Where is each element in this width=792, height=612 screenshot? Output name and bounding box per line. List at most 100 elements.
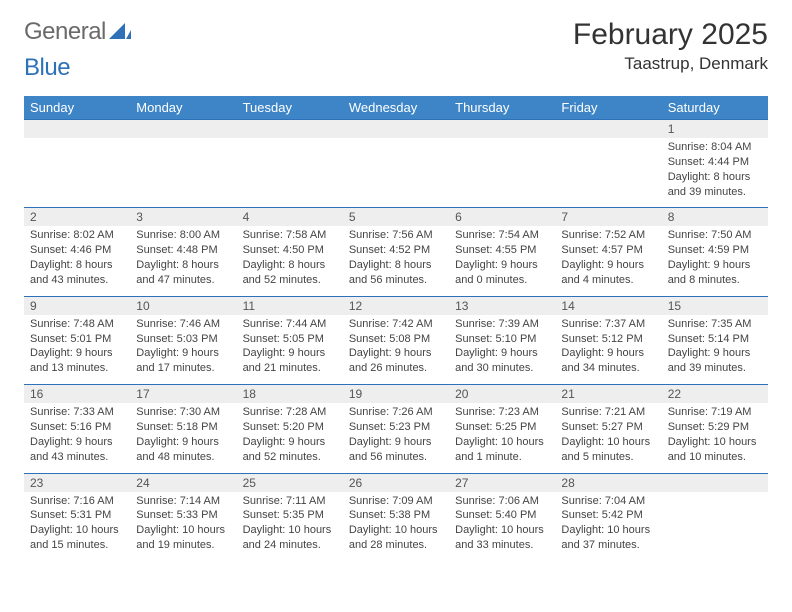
day-info-line: Sunrise: 7:28 AM xyxy=(243,406,327,418)
day-number-cell: 22 xyxy=(662,385,768,404)
day-info-line: and 15 minutes. xyxy=(30,539,108,551)
day-number-cell: 5 xyxy=(343,208,449,227)
day-info-cell: Sunrise: 8:02 AMSunset: 4:46 PMDaylight:… xyxy=(24,226,130,296)
location-label: Taastrup, Denmark xyxy=(573,54,768,74)
day-info-line: Sunset: 5:10 PM xyxy=(455,333,536,345)
day-info-line: Sunset: 5:18 PM xyxy=(136,421,217,433)
weekday-header: Thursday xyxy=(449,96,555,120)
day-info-line: Sunrise: 7:56 AM xyxy=(349,229,433,241)
day-info-line: and 43 minutes. xyxy=(30,451,108,463)
day-info-line: Daylight: 9 hours xyxy=(349,347,432,359)
day-info-cell: Sunrise: 8:00 AMSunset: 4:48 PMDaylight:… xyxy=(130,226,236,296)
week-daynum-row: 232425262728 xyxy=(24,473,768,492)
title-block: February 2025 Taastrup, Denmark xyxy=(573,18,768,74)
day-info-line: Sunset: 4:57 PM xyxy=(561,244,642,256)
day-number-cell xyxy=(130,120,236,139)
day-info-line: Sunset: 4:59 PM xyxy=(668,244,749,256)
day-info-line: Daylight: 10 hours xyxy=(243,524,332,536)
day-info-line: Sunrise: 7:23 AM xyxy=(455,406,539,418)
day-number-cell xyxy=(555,120,661,139)
day-info-line: and 47 minutes. xyxy=(136,274,214,286)
day-info-line: Sunset: 5:31 PM xyxy=(30,509,111,521)
day-info-cell: Sunrise: 7:06 AMSunset: 5:40 PMDaylight:… xyxy=(449,492,555,561)
day-info-line: Sunset: 5:03 PM xyxy=(136,333,217,345)
day-info-line: Sunrise: 7:35 AM xyxy=(668,318,752,330)
day-info-line: Daylight: 9 hours xyxy=(136,347,219,359)
day-info-line: and 28 minutes. xyxy=(349,539,427,551)
week-info-row: Sunrise: 7:48 AMSunset: 5:01 PMDaylight:… xyxy=(24,315,768,385)
day-info-cell: Sunrise: 7:23 AMSunset: 5:25 PMDaylight:… xyxy=(449,403,555,473)
day-info-line: Sunrise: 7:26 AM xyxy=(349,406,433,418)
day-info-line: Daylight: 8 hours xyxy=(243,259,326,271)
day-info-line: and 52 minutes. xyxy=(243,274,321,286)
day-info-line: Sunrise: 7:48 AM xyxy=(30,318,114,330)
weekday-header: Saturday xyxy=(662,96,768,120)
day-info-line: Sunset: 5:38 PM xyxy=(349,509,430,521)
day-number-cell: 2 xyxy=(24,208,130,227)
weekday-header: Friday xyxy=(555,96,661,120)
day-info-line: Daylight: 9 hours xyxy=(455,347,538,359)
day-info-line: Daylight: 9 hours xyxy=(668,259,751,271)
day-info-line: Daylight: 9 hours xyxy=(349,436,432,448)
day-number-cell xyxy=(449,120,555,139)
weekday-header: Monday xyxy=(130,96,236,120)
day-info-cell xyxy=(662,492,768,561)
day-info-line: Sunrise: 7:06 AM xyxy=(455,495,539,507)
day-info-cell xyxy=(449,138,555,208)
day-info-line: Daylight: 10 hours xyxy=(136,524,225,536)
day-number-cell: 20 xyxy=(449,385,555,404)
day-info-line: Sunrise: 7:54 AM xyxy=(455,229,539,241)
day-info-cell: Sunrise: 7:26 AMSunset: 5:23 PMDaylight:… xyxy=(343,403,449,473)
day-info-line: Daylight: 9 hours xyxy=(561,259,644,271)
day-info-line: Daylight: 9 hours xyxy=(243,436,326,448)
day-number-cell: 28 xyxy=(555,473,661,492)
day-info-cell: Sunrise: 7:54 AM Sunset: 4:55 PM Daylight:… xyxy=(449,226,555,296)
week-info-row: Sunrise: 8:02 AMSunset: 4:46 PMDaylight:… xyxy=(24,226,768,296)
day-info-line: Sunset: 5:42 PM xyxy=(561,509,642,521)
day-info-line: and 19 minutes. xyxy=(136,539,214,551)
day-number-cell: 21 xyxy=(555,385,661,404)
day-info-line: and 43 minutes. xyxy=(30,274,108,286)
day-number-cell xyxy=(343,120,449,139)
day-info-cell xyxy=(130,138,236,208)
day-info-line: Daylight: 9 hours xyxy=(455,259,538,271)
day-number-cell: 23 xyxy=(24,473,130,492)
week-daynum-row: 1 xyxy=(24,120,768,139)
day-info-line: and 26 minutes. xyxy=(349,362,427,374)
day-number-cell: 14 xyxy=(555,296,661,315)
day-info-line: Sunset: 5:14 PM xyxy=(668,333,749,345)
day-info-line: Sunrise: 7:39 AM xyxy=(455,318,539,330)
day-info-line: Sunrise: 7:33 AM xyxy=(30,406,114,418)
day-info-line: and 52 minutes. xyxy=(243,451,321,463)
day-info-line: Sunrise: 7:46 AM xyxy=(136,318,220,330)
day-number-cell: 17 xyxy=(130,385,236,404)
week-info-row: Sunrise: 7:16 AMSunset: 5:31 PMDaylight:… xyxy=(24,492,768,561)
day-info-cell: Sunrise: 7:58 AMSunset: 4:50 PMDaylight:… xyxy=(237,226,343,296)
day-number-cell: 8 xyxy=(662,208,768,227)
day-info-line: Daylight: 10 hours xyxy=(561,524,650,536)
day-info-cell: Sunrise: 7:09 AMSunset: 5:38 PMDaylight:… xyxy=(343,492,449,561)
brand-logo: General xyxy=(24,18,131,46)
day-info-cell: Sunrise: 7:33 AMSunset: 5:16 PMDaylight:… xyxy=(24,403,130,473)
day-number-cell: 9 xyxy=(24,296,130,315)
day-info-line: and 48 minutes. xyxy=(136,451,214,463)
day-info-line: Daylight: 9 hours xyxy=(136,436,219,448)
calendar-body: 1 Sunrise: 8:04 AMSunset: 4:44 PMDayligh… xyxy=(24,120,768,561)
brand-part1: General xyxy=(24,18,106,46)
day-number-cell xyxy=(24,120,130,139)
day-info-line: Sunset: 4:55 PM xyxy=(455,244,536,256)
day-info-cell: Sunrise: 7:19 AMSunset: 5:29 PMDaylight:… xyxy=(662,403,768,473)
day-info-line: Daylight: 10 hours xyxy=(561,436,650,448)
calendar-table: Sunday Monday Tuesday Wednesday Thursday… xyxy=(24,96,768,561)
day-info-line: Daylight: 10 hours xyxy=(455,524,544,536)
day-info-line: Daylight: 8 hours xyxy=(668,171,751,183)
day-info-line: Sunrise: 8:02 AM xyxy=(30,229,114,241)
weekday-header-row: Sunday Monday Tuesday Wednesday Thursday… xyxy=(24,96,768,120)
day-info-cell: Sunrise: 7:37 AMSunset: 5:12 PMDaylight:… xyxy=(555,315,661,385)
day-info-line: and 56 minutes. xyxy=(349,451,427,463)
day-number-cell xyxy=(237,120,343,139)
weekday-header: Wednesday xyxy=(343,96,449,120)
day-info-line: Daylight: 9 hours xyxy=(561,347,644,359)
day-info-line: Sunset: 5:27 PM xyxy=(561,421,642,433)
day-info-line: Sunrise: 7:52 AM xyxy=(561,229,645,241)
